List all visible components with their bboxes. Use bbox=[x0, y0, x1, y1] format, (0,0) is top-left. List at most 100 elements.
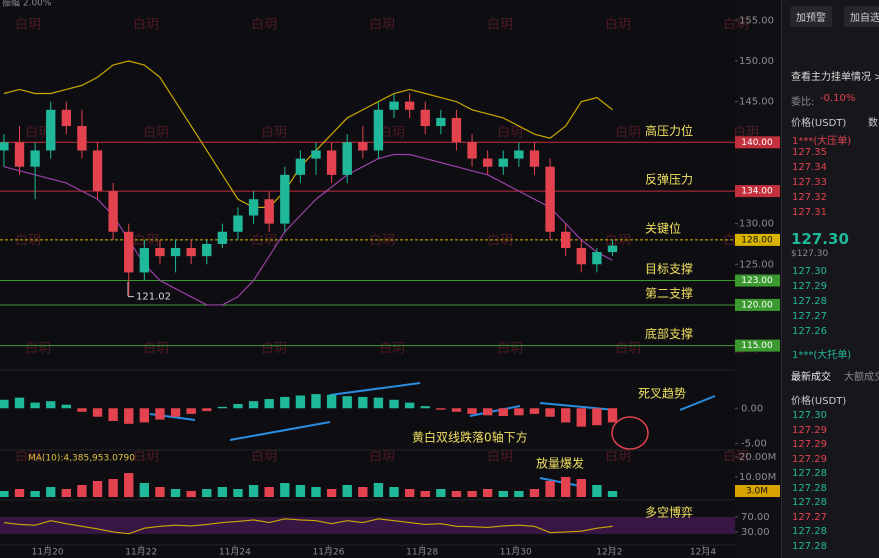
watermark: 白玥 bbox=[487, 17, 513, 33]
watermark: 白玥 bbox=[15, 233, 41, 249]
volume-bar bbox=[77, 485, 87, 497]
chart: 振幅 2.00% 白玥 白玥 白玥 白玥 白玥 白玥 白玥白玥 白玥 白玥 白玥 白玥 白玥 白玥白玥白… bbox=[0, 0, 780, 558]
watermark: 白玥 bbox=[261, 125, 287, 141]
y-tick-label: 70.00 bbox=[741, 512, 770, 523]
candle-body bbox=[482, 158, 493, 167]
volume-bar bbox=[248, 485, 259, 497]
macd-bar bbox=[0, 399, 9, 409]
bid-price: 127.29 bbox=[792, 281, 827, 292]
watermark: 白玥 bbox=[605, 17, 631, 33]
level-tag bbox=[735, 339, 780, 352]
candle-body bbox=[170, 248, 181, 257]
volume-bar bbox=[280, 483, 290, 497]
tab[interactable]: 大额成交 bbox=[844, 372, 879, 383]
macd-bar bbox=[139, 408, 150, 423]
x-tick-label: 11月28 bbox=[406, 547, 438, 558]
level-name: 反弹压力 bbox=[645, 173, 693, 187]
candle-body bbox=[186, 248, 196, 257]
trade-price: 127.28 bbox=[792, 540, 827, 552]
candle-body bbox=[92, 150, 103, 192]
arrow bbox=[539, 402, 616, 411]
volume-bar bbox=[186, 491, 196, 497]
watermark: 白玥 bbox=[723, 17, 749, 33]
candle-body bbox=[217, 231, 228, 244]
candle-body bbox=[404, 101, 415, 110]
watermark: 白玥 bbox=[261, 341, 287, 357]
candle-body bbox=[576, 248, 586, 265]
candle-body bbox=[139, 248, 150, 273]
trade-col: 价格(USDT) bbox=[791, 396, 847, 407]
volume-bar bbox=[295, 485, 306, 497]
x-tick-label: 11月24 bbox=[219, 547, 251, 558]
annotation: 死叉趋势 bbox=[638, 387, 686, 401]
indicator-line bbox=[3, 518, 613, 535]
x-tick-label: 11月20 bbox=[32, 547, 64, 558]
candle-body bbox=[14, 142, 25, 167]
volume-bar bbox=[217, 487, 228, 497]
volume-bar bbox=[545, 481, 555, 497]
arrow bbox=[679, 395, 716, 411]
volume-bar bbox=[592, 485, 602, 497]
y-tick-label: 30.00 bbox=[741, 527, 770, 538]
macd-bar bbox=[592, 408, 602, 426]
col-price: 价格(USDT) bbox=[791, 118, 847, 129]
trade-price: 127.28 bbox=[792, 526, 827, 537]
trade-price: 127.28 bbox=[792, 482, 827, 494]
indicator-line bbox=[3, 60, 613, 208]
macd-bar bbox=[170, 408, 181, 417]
volume-bar bbox=[124, 473, 134, 497]
big-bid: 1***(大托单) bbox=[792, 350, 852, 361]
watermark: 白玥 bbox=[615, 341, 641, 357]
watchlist-button[interactable]: 加自选 bbox=[844, 6, 879, 27]
watermark: 白玥 bbox=[25, 125, 51, 141]
macd-bar bbox=[14, 397, 25, 409]
ma-label: MA(10):4,385,953.0790 bbox=[28, 454, 135, 464]
candle-body bbox=[202, 243, 212, 257]
x-tick-label: 12月4 bbox=[690, 547, 716, 558]
arrow bbox=[469, 405, 521, 417]
candle-body bbox=[467, 142, 477, 159]
macd-bar bbox=[30, 402, 40, 409]
y-tick-label: 150.00 bbox=[739, 56, 774, 67]
macd-bar bbox=[420, 406, 430, 409]
trade-price: 127.29 bbox=[792, 453, 827, 465]
watermark: 白玥 bbox=[487, 449, 513, 465]
level-name: 底部支撑 bbox=[645, 326, 693, 341]
macd-bar bbox=[77, 408, 87, 412]
tab[interactable]: 最新成交 bbox=[791, 372, 831, 383]
macd-bar bbox=[326, 394, 337, 409]
volume-bar bbox=[46, 487, 56, 497]
volume-bar bbox=[342, 485, 352, 497]
y-tick-label: 130.00 bbox=[739, 219, 774, 230]
candle-body bbox=[498, 158, 508, 167]
watermark: 白玥 bbox=[15, 449, 41, 465]
trade-price: 127.27 bbox=[792, 511, 827, 523]
macd-bar bbox=[561, 408, 571, 423]
orders-link[interactable]: 查看主力挂单情况 > bbox=[791, 72, 879, 83]
sidebar: 加预警 加自选 查看主力挂单情况 > 委比: -0.10% 价格(USDT) 数… bbox=[781, 0, 879, 558]
candle-body bbox=[420, 109, 430, 127]
candle-body bbox=[561, 231, 571, 249]
ask-price: 127.31 bbox=[792, 207, 827, 218]
indicator-line bbox=[3, 153, 613, 306]
level-label: 120.00 bbox=[741, 300, 773, 310]
alert-button[interactable]: 加预警 bbox=[790, 6, 832, 27]
volume-bar bbox=[482, 489, 493, 497]
amplitude: 振幅 2.00% bbox=[2, 0, 52, 9]
volume-bar bbox=[30, 491, 40, 497]
plot-bg bbox=[0, 0, 735, 558]
volume-tag-label: 3.0M bbox=[746, 487, 768, 497]
watermark: 白玥 bbox=[133, 17, 159, 33]
macd-bar bbox=[155, 408, 165, 420]
macd-bar bbox=[576, 408, 586, 427]
volume-bar bbox=[92, 481, 103, 497]
macd-bar bbox=[92, 408, 103, 417]
candle-body bbox=[545, 166, 555, 232]
level-name: 关键位 bbox=[645, 220, 681, 235]
volume-bar bbox=[529, 489, 540, 497]
candle-body bbox=[342, 142, 352, 175]
level-name: 第二支撑 bbox=[645, 285, 693, 300]
watermark: 白玥 bbox=[251, 233, 277, 249]
watermark: 白玥 bbox=[605, 449, 631, 465]
